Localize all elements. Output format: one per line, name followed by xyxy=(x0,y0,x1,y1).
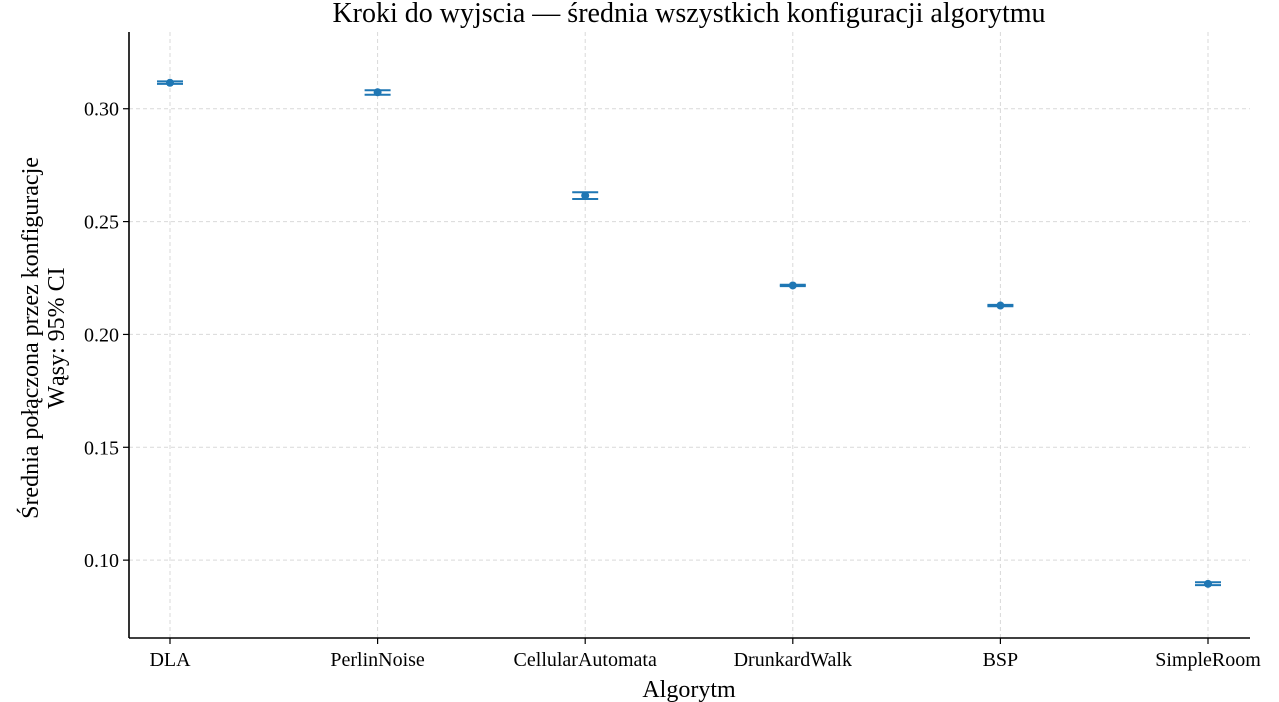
data-point xyxy=(166,78,174,87)
y-axis-ticks: 0.10 0.15 0.20 0.25 0.30 xyxy=(84,99,129,572)
error-bars xyxy=(157,80,1221,587)
chart-title: Kroki do wyjscia — średnia wszystkich ko… xyxy=(332,0,1045,29)
data-point xyxy=(1204,579,1212,588)
x-tick-label: CellularAutomata xyxy=(514,649,657,671)
data-points xyxy=(166,78,1212,588)
y-axis-label-line-2: Wąsy: 95% CI xyxy=(44,267,70,408)
x-tick-label: PerlinNoise xyxy=(330,649,425,671)
y-tick-label: 0.20 xyxy=(84,324,119,346)
grid-lines xyxy=(129,32,1250,638)
y-tick-label: 0.10 xyxy=(84,550,119,572)
data-point xyxy=(996,301,1005,310)
data-point xyxy=(373,88,382,97)
x-tick-label: BSP xyxy=(983,649,1019,671)
y-tick-label: 0.25 xyxy=(84,212,119,234)
x-axis-label: Algorytm xyxy=(642,677,736,702)
x-axis-ticks: DLA PerlinNoise CellularAutomata DrunkardWa… xyxy=(149,638,1261,671)
x-tick-label: DrunkardWalk xyxy=(734,649,852,671)
y-tick-label: 0.30 xyxy=(84,99,119,121)
data-point xyxy=(788,281,797,290)
x-tick-label: DLA xyxy=(149,649,191,671)
y-axis-label-line-1: Średnia połączona przez konfiguracje xyxy=(17,157,44,519)
data-point xyxy=(581,191,590,200)
x-tick-label: SimpleRoom xyxy=(1155,649,1261,671)
y-tick-label: 0.15 xyxy=(84,437,119,459)
